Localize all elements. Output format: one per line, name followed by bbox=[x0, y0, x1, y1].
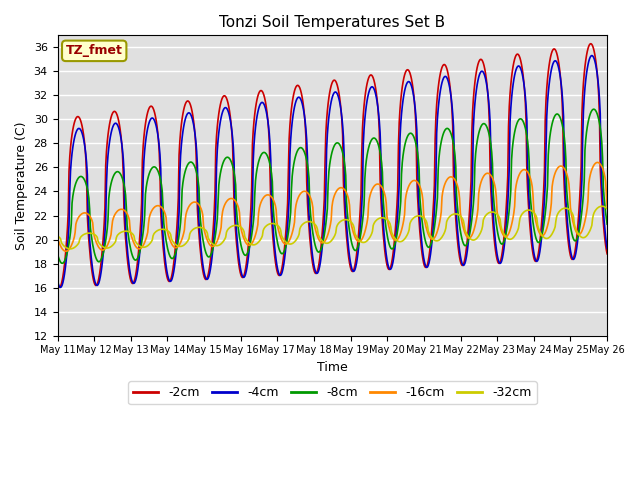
-8cm bbox=[604, 221, 611, 227]
-32cm bbox=[67, 246, 74, 252]
-2cm bbox=[604, 251, 611, 257]
-16cm bbox=[62, 249, 70, 254]
-4cm bbox=[416, 217, 424, 223]
-2cm bbox=[588, 41, 595, 47]
-8cm bbox=[54, 251, 61, 257]
-8cm bbox=[206, 254, 214, 260]
-4cm bbox=[65, 234, 72, 240]
-32cm bbox=[121, 228, 129, 234]
-32cm bbox=[416, 213, 424, 219]
-2cm bbox=[206, 264, 214, 269]
-8cm bbox=[400, 148, 408, 154]
-16cm bbox=[604, 203, 611, 209]
Title: Tonzi Soil Temperatures Set B: Tonzi Soil Temperatures Set B bbox=[220, 15, 445, 30]
-16cm bbox=[416, 183, 424, 189]
-8cm bbox=[416, 194, 424, 200]
-16cm bbox=[65, 247, 72, 253]
-2cm bbox=[177, 129, 184, 135]
-4cm bbox=[206, 270, 214, 276]
-16cm bbox=[400, 217, 408, 223]
-8cm bbox=[65, 245, 72, 251]
-8cm bbox=[177, 219, 184, 225]
-32cm bbox=[400, 237, 408, 243]
-2cm bbox=[400, 75, 408, 81]
-4cm bbox=[121, 208, 129, 214]
-2cm bbox=[416, 229, 424, 235]
Line: -2cm: -2cm bbox=[58, 44, 607, 288]
-16cm bbox=[121, 208, 129, 214]
Line: -4cm: -4cm bbox=[58, 56, 607, 288]
-32cm bbox=[63, 245, 71, 251]
-8cm bbox=[121, 186, 129, 192]
-4cm bbox=[177, 153, 184, 158]
-32cm bbox=[598, 204, 605, 209]
-8cm bbox=[589, 107, 597, 112]
Line: -8cm: -8cm bbox=[58, 109, 607, 264]
Y-axis label: Soil Temperature (C): Soil Temperature (C) bbox=[15, 121, 28, 250]
-2cm bbox=[54, 282, 61, 288]
Line: -16cm: -16cm bbox=[58, 162, 607, 252]
-16cm bbox=[593, 159, 601, 165]
-16cm bbox=[206, 242, 214, 248]
-4cm bbox=[400, 92, 408, 98]
Legend: -2cm, -4cm, -8cm, -16cm, -32cm: -2cm, -4cm, -8cm, -16cm, -32cm bbox=[128, 382, 536, 405]
-4cm bbox=[588, 53, 596, 59]
Text: TZ_fmet: TZ_fmet bbox=[66, 44, 123, 57]
-2cm bbox=[121, 225, 129, 230]
-4cm bbox=[57, 285, 65, 290]
-2cm bbox=[65, 210, 72, 216]
-4cm bbox=[604, 246, 611, 252]
-16cm bbox=[177, 240, 184, 245]
-16cm bbox=[54, 235, 61, 240]
-4cm bbox=[54, 278, 61, 284]
Line: -32cm: -32cm bbox=[58, 206, 607, 249]
X-axis label: Time: Time bbox=[317, 361, 348, 374]
-32cm bbox=[604, 206, 611, 212]
-32cm bbox=[54, 233, 61, 239]
-32cm bbox=[206, 238, 214, 243]
-8cm bbox=[58, 261, 66, 266]
-2cm bbox=[55, 285, 63, 290]
-32cm bbox=[177, 243, 184, 249]
